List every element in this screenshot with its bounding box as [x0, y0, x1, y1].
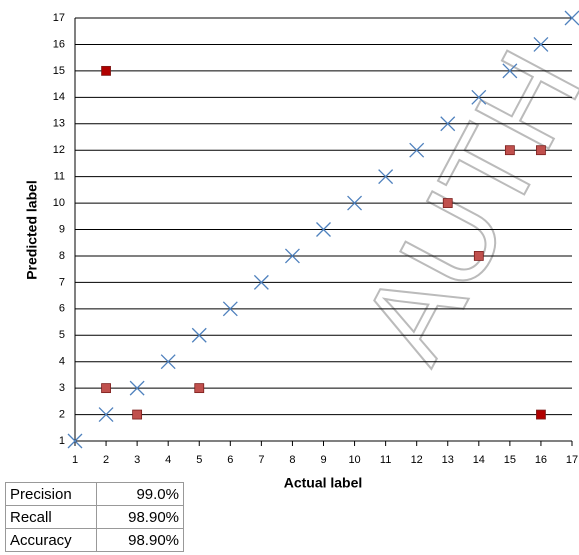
- table-row: Precision 99.0%: [5, 482, 184, 506]
- cross-marker: [222, 301, 238, 317]
- cross-marker: [440, 116, 456, 132]
- square-marker: [536, 145, 546, 156]
- cross-marker: [67, 433, 83, 449]
- x-tick-label: 16: [535, 454, 547, 466]
- cross-marker: [253, 274, 269, 290]
- square-marker: [132, 409, 143, 420]
- cross-marker: [191, 327, 207, 343]
- table-row: Recall 98.90%: [5, 505, 184, 529]
- cross-marker: [564, 10, 579, 26]
- y-tick-label: 1: [59, 435, 65, 447]
- x-tick-label: 13: [442, 454, 454, 466]
- y-tick-label: 9: [59, 223, 65, 235]
- cross-marker: [347, 195, 363, 211]
- cross-marker: [316, 222, 331, 237]
- cross-marker: [378, 169, 394, 185]
- x-tick-label: 15: [504, 454, 516, 466]
- y-tick-label: 3: [59, 382, 65, 394]
- x-tick-label: 2: [103, 454, 109, 466]
- y-tick-label: 6: [59, 303, 65, 315]
- y-tick-label: 4: [59, 356, 65, 368]
- y-tick-label: 14: [53, 91, 65, 103]
- y-tick-label: 15: [53, 65, 65, 77]
- square-marker: [101, 383, 111, 394]
- cross-marker: [409, 142, 425, 158]
- square-marker: [504, 145, 515, 156]
- x-tick-label: 10: [348, 454, 360, 466]
- metric-value: 98.90%: [96, 528, 184, 552]
- y-tick-label: 17: [53, 12, 65, 24]
- square-marker: [473, 251, 484, 261]
- cross-marker: [533, 36, 549, 52]
- table-row: Accuracy 98.90%: [5, 528, 184, 552]
- cross-marker: [129, 380, 145, 396]
- x-tick-label: 5: [196, 454, 202, 466]
- x-tick-label: 1: [72, 454, 78, 466]
- metric-name: Recall: [5, 505, 97, 529]
- x-tick-label: 3: [134, 454, 140, 466]
- watermark: AUTH: [336, 30, 579, 381]
- x-tick-label: 7: [258, 454, 264, 466]
- cross-marker: [284, 248, 300, 264]
- square-marker: [101, 65, 111, 76]
- metric-value: 99.0%: [96, 482, 184, 506]
- y-tick-label: 7: [59, 276, 65, 288]
- square-marker: [442, 198, 453, 208]
- y-tick-label: 2: [59, 408, 65, 420]
- y-tick-label: 12: [53, 144, 65, 156]
- square-marker: [536, 409, 546, 420]
- x-tick-label: 9: [320, 454, 326, 466]
- x-tick-label: 6: [227, 454, 233, 466]
- x-axis-title: Actual label: [284, 475, 363, 491]
- y-axis-title: Predicted label: [24, 180, 40, 280]
- x-tick-label: 11: [380, 454, 391, 466]
- x-tick-label: 17: [566, 454, 578, 466]
- x-tick-label: 12: [411, 454, 423, 466]
- metrics-table: Precision 99.0% Recall 98.90% Accuracy 98.90%: [5, 482, 184, 552]
- y-tick-label: 5: [59, 329, 65, 341]
- metric-name: Accuracy: [5, 528, 97, 552]
- x-tick-label: 4: [165, 454, 171, 466]
- square-marker: [194, 383, 205, 394]
- y-tick-label: 11: [54, 171, 65, 183]
- cross-marker: [98, 407, 114, 423]
- cross-marker: [471, 89, 487, 105]
- x-tick-label: 14: [473, 454, 485, 466]
- y-tick-label: 10: [53, 197, 65, 209]
- y-tick-label: 13: [53, 118, 65, 130]
- chart: Actual label Predicted label AUTH1234567…: [24, 10, 579, 491]
- metric-value: 98.90%: [96, 505, 184, 529]
- metric-name: Precision: [5, 482, 97, 506]
- y-tick-label: 16: [53, 38, 65, 50]
- y-tick-label: 8: [59, 250, 65, 262]
- cross-marker: [160, 354, 176, 370]
- cross-marker: [502, 63, 518, 79]
- x-tick-label: 8: [289, 454, 295, 466]
